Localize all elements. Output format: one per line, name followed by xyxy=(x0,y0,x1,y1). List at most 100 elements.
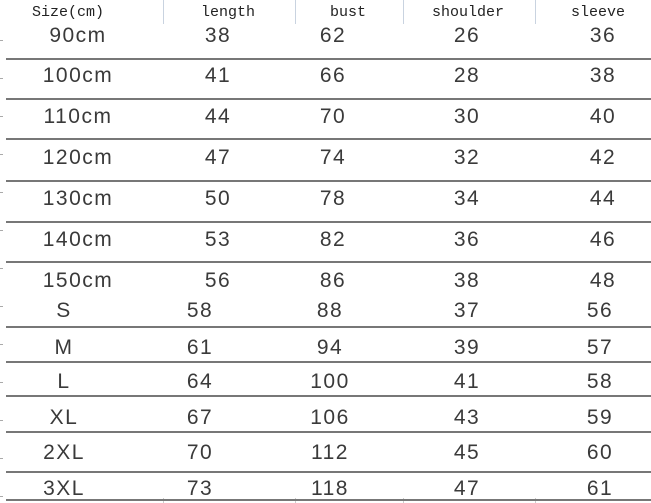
measurement-cell: 26 xyxy=(453,24,481,47)
edge-tick xyxy=(0,496,3,497)
edge-tick xyxy=(0,420,3,421)
measurement-cell: 28 xyxy=(453,64,481,87)
measurement-cell: 44 xyxy=(204,105,232,128)
edge-tick xyxy=(0,306,3,307)
size-cell: 3XL xyxy=(43,477,85,500)
measurement-cell: 36 xyxy=(589,24,617,47)
row-divider xyxy=(6,138,651,140)
measurement-cell: 48 xyxy=(589,269,617,292)
measurement-cell: 46 xyxy=(589,228,617,251)
measurement-cell: 112 xyxy=(311,441,349,464)
measurement-cell: 37 xyxy=(453,299,481,322)
measurement-cell: 61 xyxy=(186,336,214,359)
measurement-cell: 38 xyxy=(453,269,481,292)
measurement-cell: 86 xyxy=(319,269,347,292)
row-divider xyxy=(6,98,651,100)
measurement-cell: 82 xyxy=(319,228,347,251)
edge-tick xyxy=(0,40,3,41)
measurement-cell: 38 xyxy=(204,24,232,47)
column-divider xyxy=(403,0,404,24)
column-header: sleeve xyxy=(570,4,626,21)
column-header: Size(cm) xyxy=(31,4,105,21)
column-divider xyxy=(163,0,164,24)
size-cell: M xyxy=(54,336,74,359)
measurement-cell: 58 xyxy=(586,370,614,393)
size-cell: 2XL xyxy=(43,441,85,464)
measurement-cell: 57 xyxy=(586,336,614,359)
measurement-cell: 34 xyxy=(453,187,481,210)
size-cell: XL xyxy=(49,406,79,429)
measurement-cell: 47 xyxy=(204,146,232,169)
measurement-cell: 56 xyxy=(586,299,614,322)
size-cell: 130cm xyxy=(42,187,114,210)
measurement-cell: 66 xyxy=(319,64,347,87)
measurement-cell: 45 xyxy=(453,441,481,464)
size-cell: 100cm xyxy=(42,64,114,87)
measurement-cell: 67 xyxy=(186,406,214,429)
column-divider xyxy=(295,0,296,24)
size-cell: 110cm xyxy=(43,105,113,128)
edge-tick xyxy=(0,458,3,459)
measurement-cell: 41 xyxy=(204,64,232,87)
column-header: shoulder xyxy=(431,4,505,21)
measurement-cell: 64 xyxy=(186,370,214,393)
row-divider xyxy=(6,431,651,433)
measurement-cell: 60 xyxy=(586,441,614,464)
measurement-cell: 59 xyxy=(586,406,614,429)
edge-tick xyxy=(0,78,3,79)
column-header: bust xyxy=(329,4,367,21)
measurement-cell: 118 xyxy=(311,477,349,500)
size-cell: 120cm xyxy=(42,146,114,169)
measurement-cell: 44 xyxy=(589,187,617,210)
row-divider xyxy=(6,58,651,60)
measurement-cell: 100 xyxy=(310,370,350,393)
size-cell: 150cm xyxy=(42,269,114,292)
measurement-cell: 73 xyxy=(186,477,214,500)
size-cell: 90cm xyxy=(49,24,107,47)
measurement-cell: 39 xyxy=(453,336,481,359)
measurement-cell: 47 xyxy=(453,477,481,500)
measurement-cell: 94 xyxy=(316,336,344,359)
edge-tick xyxy=(0,344,3,345)
measurement-cell: 53 xyxy=(204,228,232,251)
column-divider xyxy=(535,0,536,24)
measurement-cell: 78 xyxy=(319,187,347,210)
measurement-cell: 70 xyxy=(319,105,347,128)
measurement-cell: 56 xyxy=(204,269,232,292)
measurement-cell: 88 xyxy=(316,299,344,322)
edge-tick xyxy=(0,116,3,117)
measurement-cell: 42 xyxy=(589,146,617,169)
measurement-cell: 38 xyxy=(589,64,617,87)
size-cell: L xyxy=(57,370,71,393)
measurement-cell: 40 xyxy=(589,105,617,128)
edge-tick xyxy=(0,230,3,231)
measurement-cell: 74 xyxy=(319,146,347,169)
measurement-cell: 62 xyxy=(319,24,347,47)
measurement-cell: 41 xyxy=(453,370,481,393)
measurement-cell: 32 xyxy=(453,146,481,169)
edge-tick xyxy=(0,382,3,383)
measurement-cell: 36 xyxy=(453,228,481,251)
size-cell: 140cm xyxy=(42,228,114,251)
column-header: length xyxy=(200,4,256,21)
measurement-cell: 61 xyxy=(586,477,614,500)
row-divider xyxy=(6,180,651,182)
edge-tick xyxy=(0,154,3,155)
measurement-cell: 58 xyxy=(186,299,214,322)
row-divider xyxy=(6,361,651,363)
row-divider xyxy=(6,499,651,501)
row-divider xyxy=(6,471,651,473)
row-divider xyxy=(6,395,651,397)
measurement-cell: 30 xyxy=(453,105,481,128)
measurement-cell: 50 xyxy=(204,187,232,210)
measurement-cell: 106 xyxy=(310,406,350,429)
measurement-cell: 43 xyxy=(453,406,481,429)
row-divider xyxy=(6,261,651,263)
size-cell: S xyxy=(56,299,72,322)
edge-tick xyxy=(0,268,3,269)
row-divider xyxy=(6,221,651,223)
measurement-cell: 70 xyxy=(186,441,214,464)
edge-tick xyxy=(0,192,3,193)
row-divider xyxy=(6,326,651,328)
